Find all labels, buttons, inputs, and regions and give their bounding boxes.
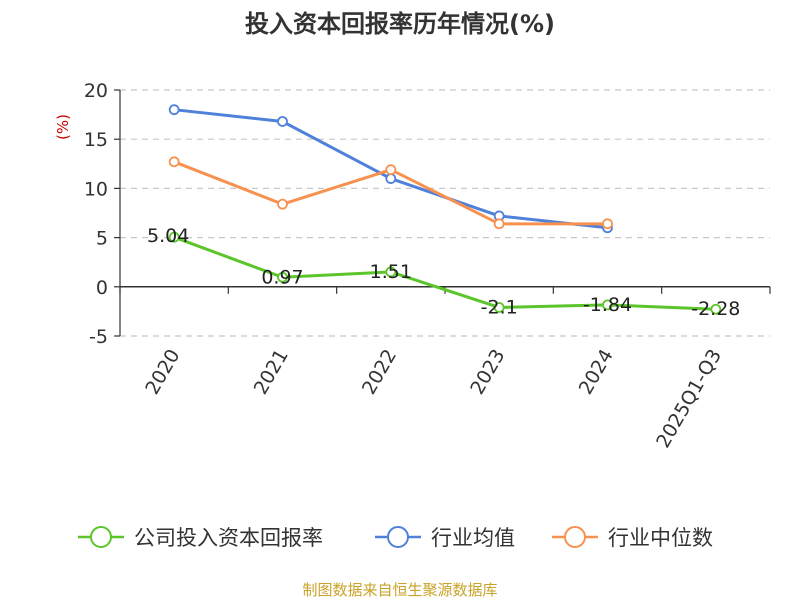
legend-label: 行业中位数 <box>608 526 713 550</box>
data-label: 0.97 <box>261 266 303 288</box>
data-point <box>385 164 397 176</box>
chart-title: 投入资本回报率历年情况(%) <box>245 10 555 38</box>
y-tick-label: 0 <box>96 277 108 299</box>
data-point <box>602 299 613 311</box>
data-point <box>385 266 397 278</box>
data-point <box>385 173 397 184</box>
data-point <box>277 116 288 127</box>
legend-marker <box>387 526 409 548</box>
data-point <box>710 303 722 315</box>
y-axis-label: (%) <box>54 114 72 140</box>
series-line-1 <box>173 235 716 311</box>
x-tick-label: 2021 <box>250 346 293 399</box>
x-tick-label: 2025Q1-Q3 <box>652 346 726 452</box>
source-note: 制图数据来自恒生聚源数据库 <box>302 581 497 599</box>
y-tick-label: 10 <box>84 178 108 200</box>
y-tick-label: 15 <box>84 129 108 151</box>
x-tick-label: 2020 <box>141 346 184 399</box>
data-point <box>277 198 288 210</box>
data-point <box>168 231 180 243</box>
data-label: 1.51 <box>370 261 412 283</box>
data-point <box>168 156 180 168</box>
x-tick-label: 2024 <box>575 346 618 399</box>
data-label: -2.1 <box>481 296 518 318</box>
y-tick-label: -5 <box>89 326 108 348</box>
data-point <box>493 218 505 230</box>
legend-label: 行业均值 <box>431 526 515 550</box>
legend-marker <box>564 526 586 548</box>
y-tick-label: 20 <box>84 80 108 102</box>
data-point <box>277 271 288 283</box>
x-tick-label: 2023 <box>466 345 509 398</box>
data-label: 5.04 <box>147 225 189 247</box>
data-label: -1.84 <box>583 294 632 316</box>
data-point <box>602 218 613 230</box>
legend-marker <box>90 526 112 548</box>
data-label: -2.28 <box>691 298 740 320</box>
y-tick-label: 5 <box>96 228 108 250</box>
x-tick-label: 2022 <box>358 346 401 399</box>
data-point <box>493 302 505 313</box>
data-point <box>168 104 180 116</box>
legend-label: 公司投入资本回报率 <box>134 526 323 550</box>
